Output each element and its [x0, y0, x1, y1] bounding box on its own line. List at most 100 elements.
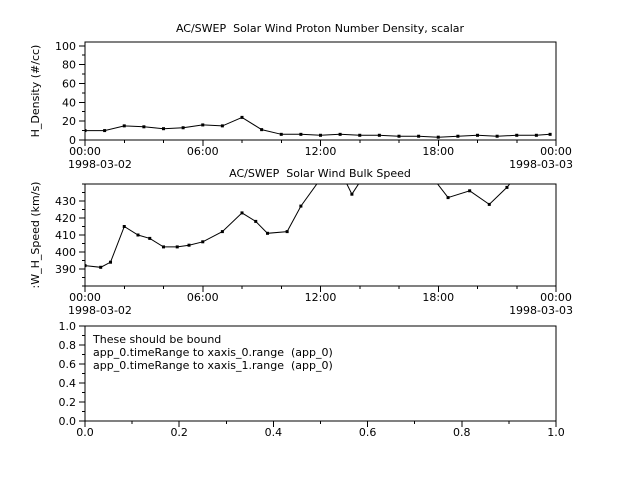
- speed-plot: AC/SWEP Solar Wind Bulk Speed :W_H_Speed…: [29, 167, 573, 317]
- y-tick-label: 0.8: [59, 339, 77, 352]
- x-axis-start-date: 1998-03-02: [68, 304, 132, 317]
- data-point-marker: [122, 225, 126, 228]
- data-point-marker: [279, 132, 283, 136]
- data-point-marker: [436, 135, 440, 139]
- speed-plot-title: AC/SWEP Solar Wind Bulk Speed: [229, 167, 411, 180]
- x-tick-label: 0.8: [453, 426, 471, 439]
- data-point-marker: [103, 129, 107, 133]
- y-tick-label: 430: [55, 195, 76, 208]
- data-point-marker: [187, 243, 191, 247]
- data-point-marker: [417, 134, 421, 138]
- binding-note-line-3: app_0.timeRange to xaxis_1.range (app_0): [93, 359, 333, 372]
- data-point-marker: [456, 134, 460, 138]
- binding-note-line-2: app_0.timeRange to xaxis_0.range (app_0): [93, 346, 333, 359]
- y-tick-label: 420: [55, 212, 76, 225]
- data-point-marker: [299, 204, 303, 208]
- density-plot-area[interactable]: [84, 41, 557, 141]
- data-point-marker: [220, 124, 224, 128]
- density-axes: 00:00 06:00 12:00 18:00 00:00020406080100199…: [55, 40, 573, 171]
- data-point-marker: [515, 133, 519, 137]
- y-tick-label: 100: [55, 40, 76, 53]
- data-point-marker: [240, 115, 244, 119]
- data-point-marker: [99, 265, 103, 269]
- data-point-marker: [122, 124, 126, 128]
- data-point-marker: [446, 196, 450, 200]
- data-point-marker: [85, 264, 87, 268]
- data-point-marker: [85, 129, 87, 133]
- x-tick-label: 0.6: [359, 426, 377, 439]
- speed-y-axis-label: :W_H_Speed (km/s): [29, 182, 42, 289]
- x-tick-label: 0.4: [265, 426, 283, 439]
- speed-data-series: [85, 171, 511, 269]
- density-y-axis-label: H_Density (#/cc): [29, 45, 42, 138]
- x-tick-label: 00:00: [540, 291, 572, 304]
- y-tick-label: 390: [55, 263, 76, 276]
- y-tick-label: 0: [69, 134, 76, 147]
- data-point-marker: [358, 133, 362, 137]
- x-tick-label: 12:00: [305, 291, 337, 304]
- data-point-marker: [240, 211, 244, 215]
- x-tick-label: 06:00: [187, 291, 219, 304]
- data-point-marker: [476, 133, 479, 137]
- bindings-plot: 0.0 0.2 0.4 0.6 0.8 1.0 0.0 0.2 0.4 0.6 0.8 1.0 The…: [59, 320, 565, 439]
- bindings-axes: 0.0 0.2 0.4 0.6 0.8 1.0 0.0 0.2 0.4 0.6 0.8 1.0: [59, 320, 565, 439]
- y-tick-label: 60: [62, 77, 76, 90]
- data-point-marker: [468, 189, 472, 193]
- x-tick-label: 00:00: [69, 291, 101, 304]
- x-tick-label: 18:00: [422, 145, 454, 158]
- data-point-marker: [319, 133, 322, 137]
- y-tick-label: 400: [55, 246, 76, 259]
- data-point-marker: [299, 132, 303, 136]
- data-point-marker: [505, 185, 509, 189]
- y-tick-label: 40: [62, 96, 76, 109]
- x-tick-label: 0.2: [170, 426, 188, 439]
- data-point-marker: [254, 219, 258, 223]
- x-tick-label: 18:00: [422, 291, 454, 304]
- data-point-marker: [201, 123, 205, 127]
- data-point-marker: [175, 245, 179, 249]
- x-axis-start-date: 1998-03-02: [68, 158, 132, 171]
- data-point-marker: [136, 233, 140, 237]
- data-point-marker: [220, 230, 224, 234]
- speed-plot-area[interactable]: [84, 183, 557, 287]
- y-tick-label: 80: [62, 59, 76, 72]
- data-point-marker: [266, 231, 270, 235]
- data-point-marker: [162, 245, 165, 249]
- data-point-marker: [148, 236, 152, 240]
- y-tick-label: 0.2: [59, 396, 77, 409]
- x-tick-label: 00:00: [540, 145, 572, 158]
- data-point-marker: [350, 192, 354, 196]
- x-tick-label: 00:00: [69, 145, 101, 158]
- data-point-marker: [338, 132, 342, 136]
- density-plot: AC/SWEP Solar Wind Proton Number Density…: [29, 22, 573, 171]
- y-tick-label: 1.0: [59, 320, 77, 333]
- y-tick-label: 410: [55, 229, 76, 242]
- x-tick-label: 0.0: [76, 426, 94, 439]
- y-tick-label: 0.6: [59, 358, 77, 371]
- data-point-marker: [109, 260, 113, 264]
- data-point-marker: [487, 202, 491, 206]
- x-axis-end-date: 1998-03-03: [509, 158, 573, 171]
- density-data-series: [85, 115, 552, 139]
- data-point-marker: [181, 126, 185, 130]
- binding-note-line-1: These should be bound: [92, 333, 221, 346]
- speed-axes: 00:00 06:00 12:00 18:00 00:00 390 400 410 420 430…: [55, 183, 573, 317]
- y-tick-label: 0.4: [59, 377, 77, 390]
- data-point-marker: [534, 133, 538, 137]
- bindings-plot-area[interactable]: [84, 325, 557, 422]
- x-tick-label: 06:00: [187, 145, 219, 158]
- data-point-marker: [548, 132, 552, 136]
- data-point-marker: [142, 125, 146, 129]
- data-point-marker: [260, 128, 264, 132]
- y-tick-label: 0.0: [59, 415, 77, 428]
- x-axis-end-date: 1998-03-03: [509, 304, 573, 317]
- data-point-marker: [427, 171, 430, 174]
- data-point-marker: [495, 134, 499, 138]
- x-tick-label: 12:00: [305, 145, 337, 158]
- y-tick-label: 20: [62, 115, 76, 128]
- data-point-marker: [201, 240, 205, 244]
- data-point-marker: [162, 127, 165, 131]
- density-plot-title: AC/SWEP Solar Wind Proton Number Density…: [176, 22, 465, 35]
